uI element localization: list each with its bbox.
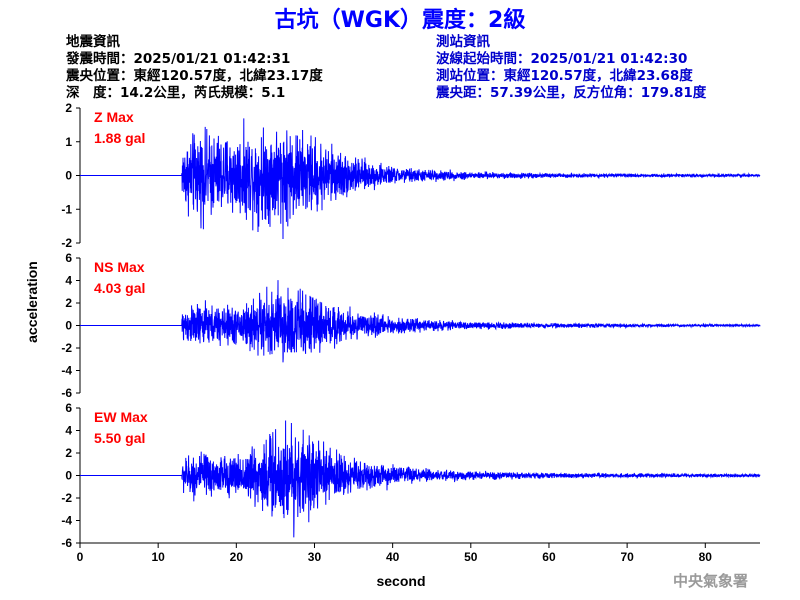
y-tick-label: -4 <box>61 514 72 528</box>
max-value-ns: 4.03 gal <box>94 280 145 296</box>
y-tick-label: 4 <box>65 424 72 438</box>
agency-credit: 中央氣象署 <box>673 572 748 590</box>
x-tick-label: 10 <box>151 550 165 564</box>
epicenter-line: 震央位置：東經120.57度，北緯23.17度 <box>65 67 323 84</box>
max-label-ew: EW Max <box>94 409 148 425</box>
earthquake-info-block: 地震資訊 發震時間：2025/01/21 01:42:31 震央位置：東經120… <box>65 33 323 101</box>
y-tick-label: 0 <box>65 469 72 483</box>
y-tick-label: 4 <box>65 274 72 288</box>
panel-ns: -6 -4 -2 0 2 4 6 NS Max 4.03 gal <box>61 251 761 400</box>
waveform-start-line: 波線起始時間：2025/01/21 01:42:30 <box>436 50 687 67</box>
trace-ew <box>80 420 761 538</box>
x-tick-label: 50 <box>464 550 478 564</box>
x-tick-label: 30 <box>308 550 322 564</box>
y-tick-label: 2 <box>65 446 72 460</box>
origin-time-line: 發震時間：2025/01/21 01:42:31 <box>65 50 290 67</box>
station-info-heading: 測站資訊 <box>436 33 490 50</box>
y-tick-label: -2 <box>61 491 72 505</box>
y-tick-label: -2 <box>61 236 72 250</box>
x-axis-label: second <box>376 573 425 589</box>
panels-group: -2 -1 0 1 2 Z Max 1.88 gal -6 -4 -2 0 2 4 6 NS Max 4.03… <box>61 101 761 550</box>
x-tick-label: 0 <box>77 550 84 564</box>
x-tick-label: 80 <box>699 550 713 564</box>
trace-z <box>80 118 761 239</box>
y-tick-label: 0 <box>65 319 72 333</box>
y-tick-label: 6 <box>65 401 72 415</box>
y-axis-label: acceleration <box>24 261 40 343</box>
earthquake-info-heading: 地震資訊 <box>66 33 120 50</box>
x-tick-label: 20 <box>230 550 244 564</box>
chart-title: 古坑（WGK）震度：2級 <box>275 7 526 33</box>
distance-azimuth-line: 震央距：57.39公里，反方位角：179.81度 <box>435 84 707 101</box>
panel-z: -2 -1 0 1 2 Z Max 1.88 gal <box>61 101 761 250</box>
max-value-z: 1.88 gal <box>94 130 145 146</box>
station-info-block: 測站資訊 波線起始時間：2025/01/21 01:42:30 測站位置：東經1… <box>435 33 707 101</box>
y-tick-label: -6 <box>61 536 72 550</box>
y-tick-label: 6 <box>65 251 72 265</box>
y-tick-label: -6 <box>61 386 72 400</box>
x-axis: 0 10 20 30 40 50 60 70 80 <box>77 542 760 564</box>
max-label-z: Z Max <box>94 109 134 125</box>
y-tick-label: 0 <box>65 169 72 183</box>
y-tick-label: -1 <box>61 202 72 216</box>
y-tick-label: 1 <box>65 135 72 149</box>
y-tick-label: -4 <box>61 364 72 378</box>
station-location-line: 測站位置：東經120.57度，北緯23.68度 <box>436 67 693 84</box>
x-tick-label: 60 <box>542 550 556 564</box>
max-label-ns: NS Max <box>94 259 145 275</box>
depth-magnitude-line: 深 度：14.2公里，芮氏規模：5.1 <box>66 84 285 101</box>
x-tick-label: 70 <box>620 550 634 564</box>
trace-ns <box>80 280 761 363</box>
panel-ew: -6 -4 -2 0 2 4 6 EW Max 5.50 gal <box>61 401 761 550</box>
x-tick-label: 40 <box>386 550 400 564</box>
y-tick-label: -2 <box>61 341 72 355</box>
max-value-ew: 5.50 gal <box>94 430 145 446</box>
y-tick-label: 2 <box>65 296 72 310</box>
y-tick-label: 2 <box>65 101 72 115</box>
